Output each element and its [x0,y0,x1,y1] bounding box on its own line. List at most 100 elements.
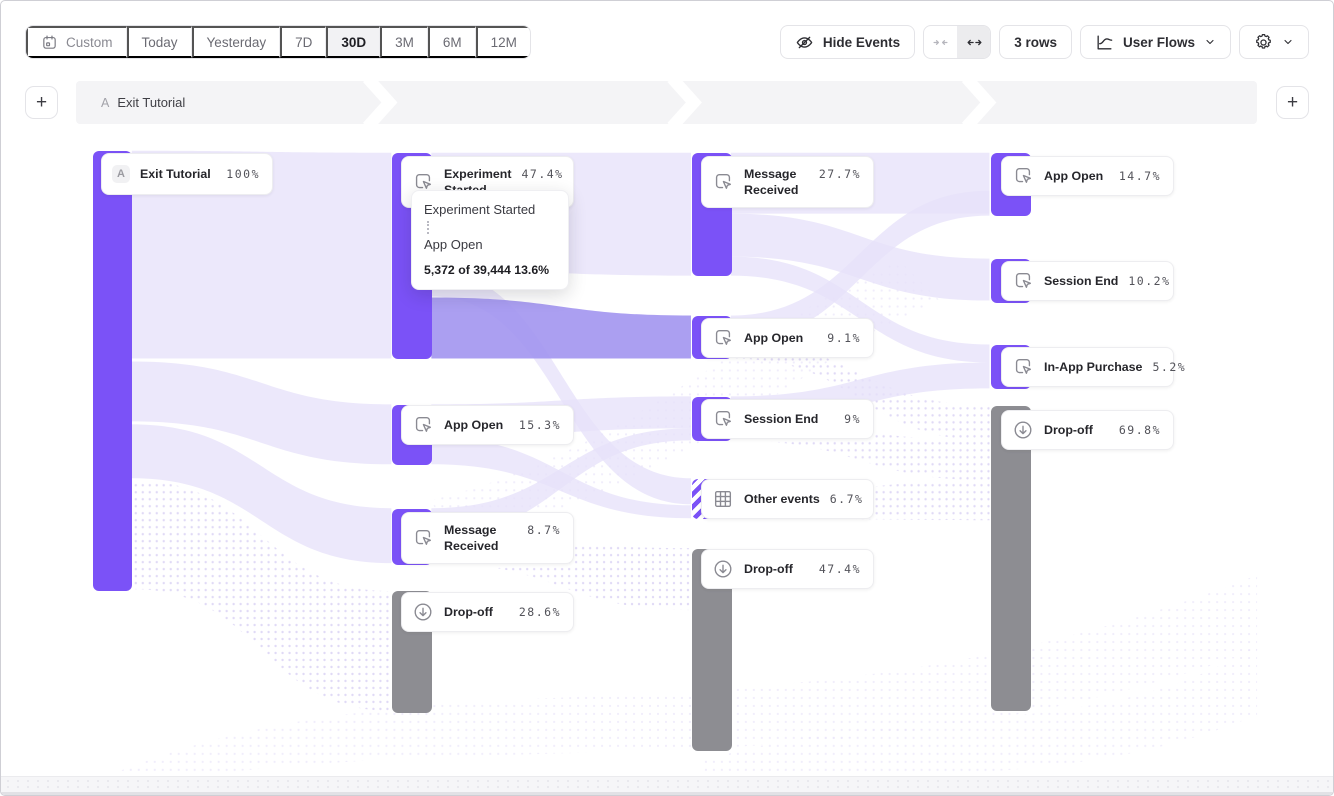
grid-icon [712,488,734,510]
flow-ribbon[interactable] [431,270,691,505]
flow-tooltip: Experiment Started App Open 5,372 of 39,… [411,190,569,291]
node-percent: 8.7% [527,523,561,537]
node-label: App Open [1044,168,1104,183]
hide-events-label: Hide Events [822,34,901,50]
flow-ribbon[interactable] [131,361,392,465]
event-node-card[interactable]: Session End 10.2% [1001,261,1174,301]
date-range-3m[interactable]: 3M [380,26,428,58]
node-percent: 10.2% [1128,274,1171,288]
date-range-label: 12M [490,34,517,50]
date-range-group: Custom Today Yesterday 7D 30D 3M 6M 12M [25,25,531,59]
hide-events-button[interactable]: Hide Events [779,25,916,59]
node-percent: 5.2% [1152,360,1187,374]
node-label: Drop-off [744,561,793,576]
chevron-down-icon [1204,36,1216,48]
date-range-label: 30D [341,34,367,50]
cursor-click-icon [1012,356,1034,378]
chevron-down-icon [1282,36,1294,48]
tooltip-connector [427,220,429,234]
other-events-node-card[interactable]: Other events 6.7% [701,479,874,519]
gear-icon [1254,33,1273,52]
user-flows-icon [1095,33,1114,52]
event-node-card[interactable]: Session End 9% [701,399,874,439]
flow-ribbon[interactable] [431,428,691,537]
add-step-before-button[interactable]: + [25,86,58,119]
cursor-click-icon [412,171,434,193]
collapse-columns-button[interactable] [924,26,957,58]
flow-ribbon[interactable] [131,424,392,564]
settings-button[interactable] [1239,25,1309,59]
expand-columns-button[interactable] [957,26,991,58]
drop-off-node-card[interactable]: Drop-off 28.6% [401,592,574,632]
toolbar: Custom Today Yesterday 7D 30D 3M 6M 12M Hide Ev… [25,25,1309,59]
cursor-click-icon [712,408,734,430]
date-range-30d[interactable]: 30D [326,26,381,58]
date-range-6m[interactable]: 6M [427,26,476,58]
eye-off-icon [795,33,814,52]
event-node-card[interactable]: App Open 14.7% [1001,156,1174,196]
rows-button[interactable]: 3 rows [999,25,1072,59]
view-selector-button[interactable]: User Flows [1079,25,1231,59]
view-selector-label: User Flows [1122,34,1195,50]
node-percent: 47.4% [521,167,564,181]
date-range-label: Today [141,34,178,50]
event-node-card[interactable]: App Open 9.1% [701,318,874,358]
cursor-click-icon [712,171,734,193]
event-node-card[interactable]: In-App Purchase 5.2% [1001,347,1185,387]
date-range-label: Yesterday [206,34,267,50]
event-node-card[interactable]: App Open 15.3% [401,405,574,445]
cursor-click-icon [712,327,734,349]
node-label: Message Received [444,522,499,553]
node-percent: 6.7% [829,492,864,506]
node-percent: 9% [844,412,861,426]
expand-columns-icon [966,34,983,51]
drop-off-node-bar[interactable] [991,406,1031,711]
arrow-down-circle-icon [412,601,434,623]
cursor-click-icon [1012,270,1034,292]
drop-off-node-card[interactable]: Drop-off 69.8% [1001,410,1174,450]
collapse-columns-icon [932,34,949,51]
flow-ribbon[interactable] [131,480,392,711]
date-range-custom[interactable]: Custom [26,26,127,58]
node-label: App Open [744,330,804,345]
footer-scrollbar-track[interactable] [1,776,1333,795]
node-label: Drop-off [1044,422,1093,437]
arrow-down-circle-icon [712,558,734,580]
date-range-yesterday[interactable]: Yesterday [191,26,281,58]
drop-off-node-card[interactable]: Drop-off 47.4% [701,549,874,589]
date-range-today[interactable]: Today [126,26,192,58]
cursor-click-icon [1012,165,1034,187]
tooltip-target-event: App Open [424,236,483,252]
step-chevron-separators [363,81,997,124]
rows-label: 3 rows [1014,34,1057,50]
date-range-12m[interactable]: 12M [475,26,530,58]
add-step-after-button[interactable]: + [1276,86,1309,119]
cursor-click-icon [412,527,434,549]
node-percent: 15.3% [518,418,561,432]
steps-header-bar[interactable]: A Exit Tutorial [76,81,1257,124]
date-range-7d[interactable]: 7D [280,26,327,58]
tooltip-stat: 5,372 of 39,444 13.6% [424,263,550,278]
event-node-card[interactable]: Message Received 27.7% [701,156,874,208]
event-node-card[interactable]: Message Received 8.7% [401,512,574,564]
node-letter-badge: A [112,165,130,183]
calendar-icon [41,34,58,51]
node-percent: 28.6% [518,605,561,619]
node-label: Other events [744,491,820,506]
date-range-label: 6M [442,34,462,50]
node-percent: 69.8% [1118,423,1161,437]
node-label: Exit Tutorial [140,166,211,181]
arrow-down-circle-icon [1012,419,1034,441]
step-a-label[interactable]: A Exit Tutorial [101,81,185,124]
flow-ribbon[interactable] [131,150,392,359]
node-percent: 9.1% [827,331,861,345]
flow-ribbon[interactable] [730,190,990,342]
event-node-bar[interactable] [93,151,132,591]
flow-ribbon-highlighted[interactable] [431,297,691,359]
node-percent: 47.4% [818,562,861,576]
flow-ribbon[interactable] [730,256,990,363]
node-label: Drop-off [444,604,493,619]
event-node-card[interactable]: A Exit Tutorial 100% [101,153,273,195]
